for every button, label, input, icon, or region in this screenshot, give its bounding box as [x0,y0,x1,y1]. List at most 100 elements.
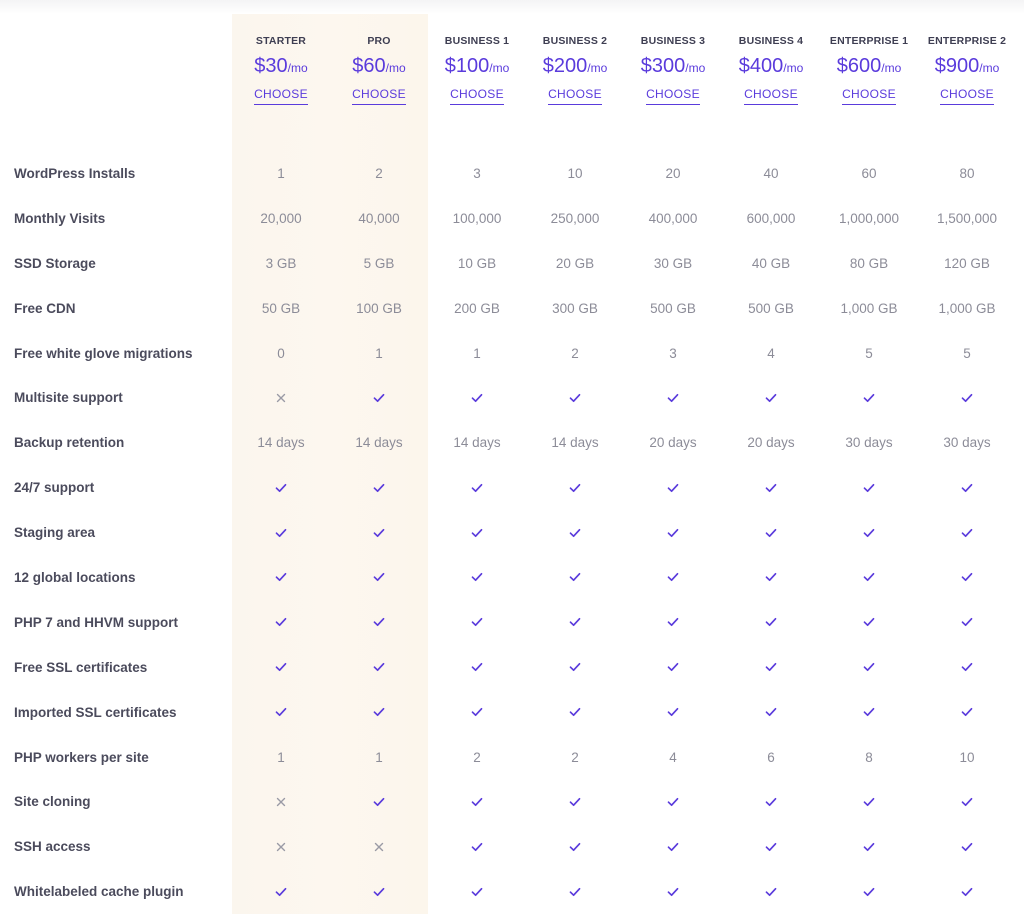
check-icon [373,528,385,537]
check-icon [765,528,777,537]
price-amount: $600 [836,55,882,77]
table-cell: 1,000 GB [938,300,996,316]
table-cell: 20 [665,165,681,181]
choose-button-pro[interactable]: CHOOSE [352,87,406,105]
table-cell [918,887,1016,897]
table-cell [232,707,330,717]
table-cell [624,662,722,672]
check-icon [863,393,875,402]
check-icon [373,887,385,896]
plan-column-business-4: BUSINESS 4 $400/mo CHOOSE [722,14,820,124]
check-icon [471,573,483,582]
check-icon [863,663,875,672]
table-cell [232,887,330,897]
check-icon [569,573,581,582]
table-cell [330,887,428,897]
choose-button-business-4[interactable]: CHOOSE [744,87,798,105]
table-cell: 10 [959,749,975,765]
check-icon [863,483,875,492]
feature-label: 12 global locations [14,569,136,585]
table-cell [232,572,330,582]
table-row: Site cloning [0,779,1024,824]
check-icon [471,618,483,627]
cross-icon [276,393,286,403]
price-period: /mo [881,61,902,75]
table-cell: 1,500,000 [936,210,998,226]
table-cell [820,617,918,627]
table-cell: 20,000 [260,210,302,226]
table-row: Backup retention 14 days 14 days 14 days 14 … [0,420,1024,465]
table-row: 24/7 support [0,465,1024,510]
table-cell: 3 [473,165,481,181]
table-cell [232,617,330,627]
feature-label: WordPress Installs [14,165,136,181]
plan-column-business-1: BUSINESS 1 $100/mo CHOOSE [428,14,526,124]
table-cell [624,797,722,807]
price-amount: $100 [444,55,490,77]
table-row: SSD Storage 3 GB 5 GB 10 GB 20 GB 30 GB 40 GB 8… [0,241,1024,286]
check-icon [275,528,287,537]
table-cell [428,797,526,807]
check-icon [667,708,679,717]
price-amount: $900 [934,55,980,77]
choose-button-business-2[interactable]: CHOOSE [548,87,602,105]
table-cell: 3 [669,345,677,361]
check-icon [569,528,581,537]
table-row: WordPress Installs 1 2 3 10 20 40 60 80 [0,151,1024,196]
table-cell: 2 [571,749,579,765]
table-cell: 250,000 [550,210,600,226]
choose-button-business-3[interactable]: CHOOSE [646,87,700,105]
table-cell [624,842,722,852]
plan-name: BUSINESS 4 [738,35,804,47]
table-cell: 500 GB [650,300,696,316]
table-row: 12 global locations [0,555,1024,600]
check-icon [275,708,287,717]
check-icon [373,393,385,402]
price-amount: $30 [254,55,288,77]
check-icon [863,528,875,537]
check-icon [863,797,875,806]
feature-label: Multisite support [14,390,123,406]
check-icon [373,797,385,806]
check-icon [961,618,973,627]
price-amount: $200 [542,55,588,77]
check-icon [569,483,581,492]
cross-icon [276,842,286,851]
table-cell: 5 [963,345,971,361]
check-icon [471,842,483,851]
plan-column-business-2: BUSINESS 2 $200/mo CHOOSE [526,14,624,124]
table-cell [526,393,624,403]
table-cell: 1 [375,749,383,765]
table-cell [330,528,428,538]
feature-label: SSH access [14,839,91,855]
table-cell: 60 [861,165,877,181]
table-cell [526,662,624,672]
table-row: SSH access [0,824,1024,869]
check-icon [569,618,581,627]
choose-button-starter[interactable]: CHOOSE [254,87,308,105]
price-amount: $400 [738,55,784,77]
table-row: Free white glove migrations 0 1 1 2 3 4 5 5 [0,331,1024,376]
table-cell: 4 [669,749,677,765]
table-cell [820,572,918,582]
table-cell: 1 [473,345,481,361]
table-cell [624,393,722,403]
table-cell [722,707,820,717]
table-cell: 0 [277,345,285,361]
table-cell [820,797,918,807]
choose-button-enterprise-2[interactable]: CHOOSE [940,87,994,105]
table-cell [820,393,918,403]
table-cell [918,483,1016,493]
check-icon [961,393,973,402]
check-icon [275,887,287,896]
table-cell [918,528,1016,538]
table-cell [820,842,918,852]
check-icon [471,393,483,402]
plan-price: $600/mo [837,55,902,79]
plan-column-enterprise-2: ENTERPRISE 2 $900/mo CHOOSE [918,14,1016,124]
table-cell: 5 [865,345,873,361]
table-cell: 5 GB [363,255,395,271]
choose-button-enterprise-1[interactable]: CHOOSE [842,87,896,105]
choose-button-business-1[interactable]: CHOOSE [450,87,504,105]
feature-label: Whitelabeled cache plugin [14,884,184,900]
